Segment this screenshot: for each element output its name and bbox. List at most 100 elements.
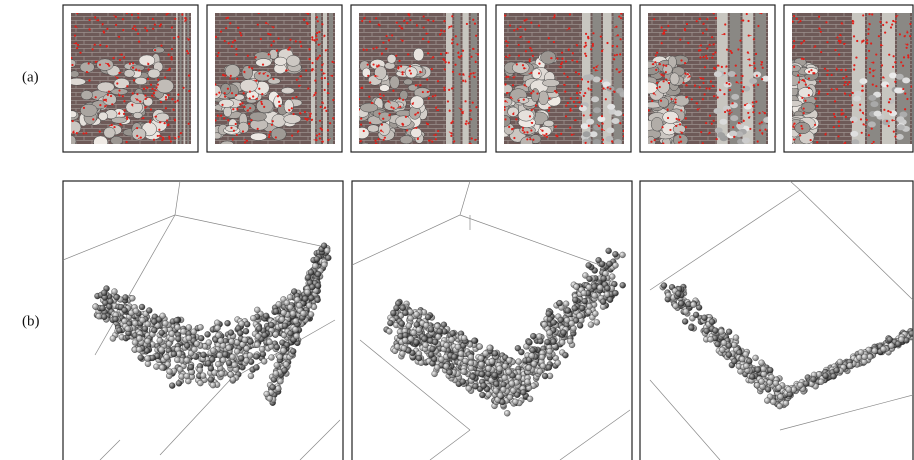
feature-point	[842, 77, 844, 79]
feature-point	[856, 40, 858, 42]
feature-point	[315, 92, 317, 94]
stone	[729, 131, 737, 137]
point	[847, 363, 853, 369]
point	[834, 367, 840, 373]
point	[726, 329, 732, 335]
stone	[868, 121, 876, 127]
feature-point	[567, 102, 569, 104]
point	[101, 290, 107, 296]
stone	[410, 96, 424, 109]
feature-point	[759, 122, 761, 124]
feature-point	[712, 53, 714, 55]
point	[226, 360, 232, 366]
feature-point	[570, 97, 572, 99]
point	[276, 301, 282, 307]
feature-point	[250, 119, 252, 121]
feature-point	[618, 15, 620, 17]
feature-track	[178, 94, 179, 95]
point	[506, 369, 512, 375]
feature-point	[747, 112, 749, 114]
point	[230, 354, 236, 360]
point	[287, 330, 293, 336]
stone	[801, 102, 815, 112]
feature-point	[724, 111, 726, 113]
feature-point	[88, 62, 90, 64]
feature-point	[386, 35, 388, 37]
feature-point	[143, 88, 145, 90]
feature-point	[292, 97, 294, 99]
feature-point	[229, 22, 231, 24]
feature-point	[409, 69, 411, 71]
point	[112, 289, 118, 295]
pillar	[603, 13, 612, 144]
photo	[784, 13, 913, 151]
point	[797, 382, 803, 388]
feature-point	[881, 64, 883, 66]
feature-point	[122, 95, 124, 97]
feature-point	[554, 14, 556, 16]
point	[586, 303, 592, 309]
stone	[728, 71, 736, 77]
feature-point	[818, 16, 820, 18]
feature-point	[257, 128, 259, 130]
point	[749, 374, 755, 380]
feature-point	[177, 94, 179, 96]
point	[159, 330, 165, 336]
stone	[99, 112, 108, 120]
feature-point	[329, 122, 331, 124]
feature-point	[592, 32, 594, 34]
point	[308, 295, 314, 301]
feature-point	[892, 66, 894, 68]
feature-point	[613, 58, 615, 60]
feature-point	[564, 90, 566, 92]
feature-point	[507, 76, 509, 78]
feature-point	[577, 85, 579, 87]
point	[586, 309, 592, 315]
feature-point	[820, 31, 822, 33]
feature-point	[752, 105, 754, 107]
point	[587, 276, 593, 282]
point	[451, 354, 457, 360]
feature-point	[431, 141, 433, 143]
stone	[124, 69, 135, 77]
point	[529, 353, 535, 359]
feature-point	[304, 111, 306, 113]
feature-point	[518, 54, 520, 56]
point	[512, 399, 518, 405]
point	[715, 341, 721, 347]
point	[509, 381, 515, 387]
point	[760, 366, 766, 372]
feature-point	[706, 47, 708, 49]
feature-point	[177, 36, 179, 38]
point	[390, 310, 396, 316]
feature-point	[363, 130, 365, 132]
feature-point	[115, 24, 117, 26]
feature-point	[859, 104, 861, 106]
point	[402, 337, 408, 343]
feature-point	[518, 44, 520, 46]
feature-point	[138, 41, 140, 43]
stone	[540, 51, 555, 64]
point	[492, 350, 498, 356]
stone	[658, 98, 668, 108]
feature-point	[361, 87, 363, 89]
point	[122, 307, 128, 313]
feature-point	[667, 25, 669, 27]
point	[759, 360, 765, 366]
feature-point	[826, 41, 828, 43]
point	[169, 383, 175, 389]
stone	[896, 134, 904, 140]
feature-point	[316, 16, 318, 18]
point	[507, 394, 513, 400]
feature-point	[311, 62, 313, 64]
point	[546, 364, 552, 370]
feature-point	[224, 92, 226, 94]
feature-point	[110, 95, 112, 97]
feature-point	[656, 52, 658, 54]
feature-point	[879, 21, 881, 23]
point	[218, 338, 224, 344]
point	[136, 335, 142, 341]
point	[274, 344, 280, 350]
feature-point	[827, 70, 829, 72]
feature-point	[471, 137, 473, 139]
